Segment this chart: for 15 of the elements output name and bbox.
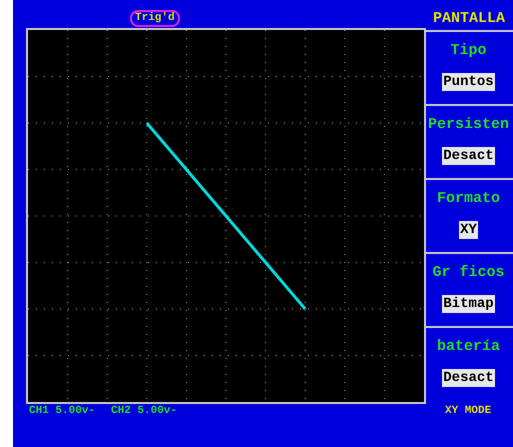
text: batería: [436, 338, 501, 355]
text: XY MODE: [445, 405, 492, 417]
text: Puntos: [442, 73, 495, 91]
text: Persisten: [426, 116, 510, 133]
text: PANTALLA: [432, 10, 505, 27]
text: CH2 5.00v-: [111, 405, 178, 417]
text: Gr ficos: [431, 264, 506, 281]
text: Bitmap: [442, 295, 495, 313]
text: Formato: [436, 190, 501, 207]
text: Tipo: [449, 42, 488, 59]
text: Desact: [442, 369, 495, 387]
text: Trig'd: [130, 10, 180, 27]
text: XY: [459, 221, 478, 239]
text: CH1 5.00v-: [29, 405, 96, 417]
text: Desact: [442, 147, 495, 165]
